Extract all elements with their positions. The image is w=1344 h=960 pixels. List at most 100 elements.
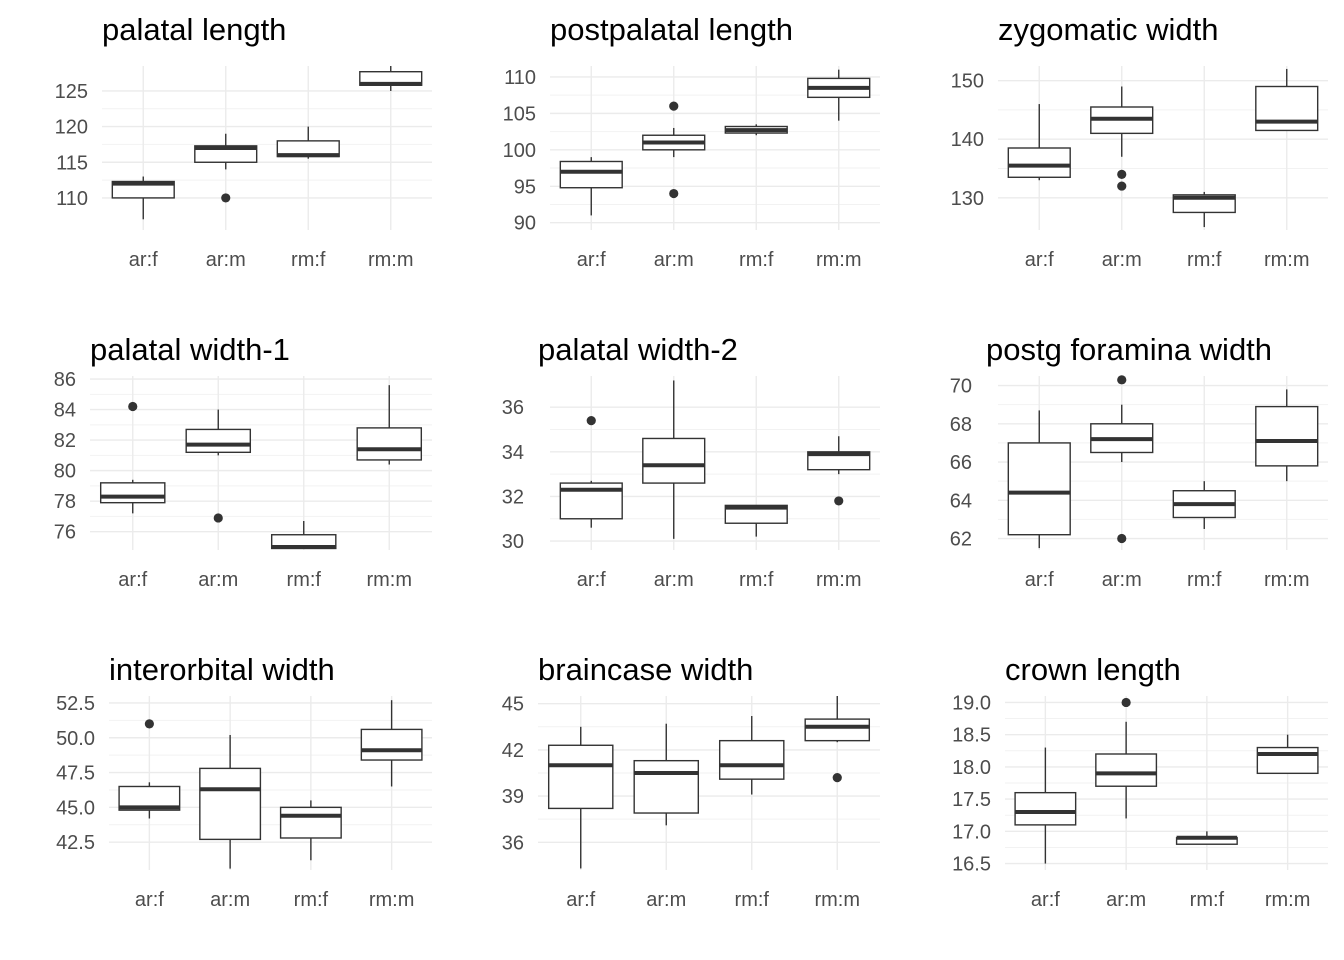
outlier-point [128,401,138,412]
panel-title: zygomatic width [998,12,1219,47]
box-iqr [1007,147,1071,178]
y-tick-label: 18.0 [952,757,991,779]
box-iqr [356,427,423,461]
x-tick-label: rm:f [735,889,770,911]
box-iqr [642,437,706,484]
y-tick-label: 62 [950,529,972,551]
y-tick-label: 18.5 [952,725,991,747]
y-tick-label: 42.5 [56,832,95,854]
y-tick-label: 34 [502,442,524,464]
x-tick-label: ar:m [210,889,250,911]
box-ar-m [194,133,258,203]
box-ar-m [199,734,262,869]
y-tick-label: 95 [514,176,536,198]
outlier-point [1117,533,1127,544]
x-tick-label: ar:f [1031,889,1060,911]
box-iqr [199,767,262,841]
box-rm-m [804,696,871,783]
box-rm-f [270,521,337,550]
x-tick-label: ar:m [654,569,694,591]
y-tick-label: 50.0 [56,728,95,750]
outlier-point [1117,181,1127,191]
y-tick-label: 52.5 [56,693,95,715]
outlier-point [1121,697,1131,708]
y-tick-label: 140 [951,129,984,151]
box-ar-f [559,416,623,528]
box-iqr [559,160,623,189]
y-tick-label: 86 [54,369,76,391]
box-iqr [724,504,788,524]
box-iqr [1095,753,1158,787]
x-tick-label: ar:f [577,249,606,271]
box-iqr [804,718,871,742]
panel-title: crown length [1005,652,1181,687]
x-tick-label: ar:m [646,889,686,911]
y-tick-label: 17.5 [952,789,991,811]
box-ar-m [1095,697,1158,819]
panel-title: braincase width [538,652,753,687]
y-tick-label: 64 [950,490,972,512]
y-tick-label: 84 [54,400,76,422]
box-iqr [1007,442,1071,536]
outlier-point [1117,375,1127,385]
y-tick-label: 120 [55,117,88,139]
outlier-point [1117,169,1127,179]
box-iqr [547,744,614,810]
y-tick-label: 30 [502,531,524,553]
panel-title: interorbital width [109,652,335,687]
box-iqr [633,759,700,814]
x-tick-label: rm:f [294,889,329,911]
box-ar-f [1014,747,1077,864]
y-tick-label: 110 [56,188,88,210]
panel-title: postpalatal length [550,12,793,47]
box-ar-m [633,723,700,826]
box-iqr [279,806,342,839]
box-iqr [360,728,423,761]
x-tick-label: ar:f [135,889,164,911]
x-tick-label: rm:m [1264,249,1310,271]
box-rm-m [356,385,423,465]
outlier-point [832,773,842,783]
x-tick-label: ar:f [577,569,606,591]
panel-palatal-length: 110 115 120 125 ar:f ar:m rm:f rm:m palatal leng… [55,12,432,271]
y-tick-label: 130 [951,188,984,210]
x-tick-label: rm:m [814,889,860,911]
y-tick-label: 45.0 [56,797,95,819]
x-tick-label: ar:m [1106,889,1146,911]
box-iqr [118,785,181,811]
box-rm-m [360,700,423,787]
x-tick-label: ar:f [118,569,147,591]
box-rm-m [359,66,423,91]
x-tick-label: rm:f [291,249,326,271]
box-ar-m [642,380,706,539]
outlier-point [834,496,844,506]
panel-braincase-width: 36 39 42 45 ar:f ar:m rm:f rm:m braincase width [502,652,880,911]
box-rm-m [1255,389,1319,482]
y-tick-label: 78 [54,491,76,513]
x-tick-label: ar:m [1102,249,1142,271]
x-tick-label: ar:f [1025,569,1054,591]
box-ar-m [1090,86,1154,191]
box-ar-f [559,157,623,216]
box-iqr [185,428,252,454]
x-tick-label: rm:m [366,569,412,591]
y-tick-label: 19.0 [952,692,991,714]
y-tick-label: 47.5 [56,763,95,785]
box-iqr [1014,791,1077,826]
box-rm-m [807,436,871,506]
y-tick-label: 68 [950,414,972,436]
outlier-point [144,719,154,729]
y-tick-label: 125 [55,81,88,103]
box-ar-f [118,719,181,819]
box-rm-f [1172,481,1236,529]
box-rm-f [724,504,788,537]
outlier-point [213,513,223,523]
y-tick-label: 110 [504,67,536,89]
box-iqr [1255,405,1319,467]
x-tick-label: rm:m [1265,889,1311,911]
y-tick-label: 66 [950,452,972,474]
box-rm-m [807,69,871,121]
y-tick-label: 42 [502,740,524,762]
box-iqr [99,482,166,504]
